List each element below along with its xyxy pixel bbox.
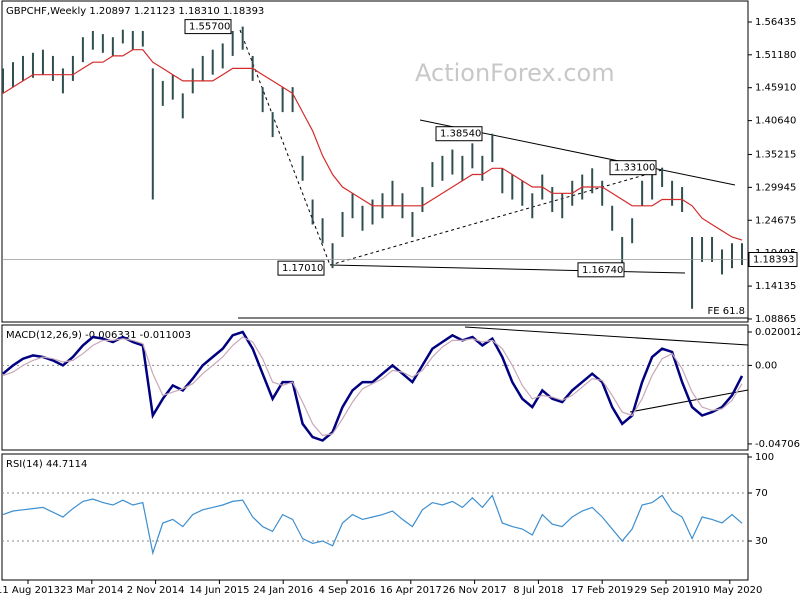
y-tick-label: 1.08865: [755, 314, 796, 325]
y-tick-label: 1.40640: [755, 116, 796, 127]
panel-title: RSI(14) 44.7114: [6, 459, 87, 470]
annotation-box: [184, 19, 232, 35]
panel-title: GBPCHF,Weekly 1.20897 1.21123 1.18310 1.…: [6, 6, 264, 17]
y-tick-label: 30: [755, 536, 768, 547]
series-line: [2, 330, 744, 442]
annotation-label: 1.16740: [582, 265, 623, 276]
x-tick-label: 14 Jun 2015: [189, 585, 249, 596]
trend-line: [329, 264, 686, 274]
panel-title: MACD(12,26,9) -0.006331 -0.011003: [6, 330, 191, 341]
series-line: [2, 336, 743, 437]
annotation-label: 1.38540: [440, 129, 481, 140]
x-tick-label: 29 Sep 2019: [634, 585, 697, 596]
y-tick-label: 1.56435: [755, 17, 796, 28]
x-tick-label: 4 Sep 2016: [318, 585, 375, 596]
annotation-box: [609, 160, 657, 176]
series-line: [2, 49, 743, 241]
panel-frame: [1, 0, 749, 323]
last-price-label: 1.18393: [753, 254, 794, 265]
fe-label: FE 61.8: [707, 306, 745, 317]
x-tick-label: 11 Aug 2013: [0, 585, 60, 596]
y-tick-label: 1.35215: [755, 149, 796, 160]
annotation-box: [577, 262, 625, 278]
panel-frame: [1, 324, 749, 451]
annotation-box: [435, 126, 483, 142]
y-tick-label: -0.047066: [755, 439, 800, 450]
y-tick-label: 0.00: [755, 360, 777, 371]
watermark: ActionForex.com: [415, 59, 615, 87]
y-tick-label: 1.51180: [755, 50, 796, 61]
x-tick-label: 8 Jul 2018: [513, 585, 563, 596]
y-tick-label: 1.29945: [755, 182, 796, 193]
annotation-label: 1.17010: [282, 263, 323, 274]
series-line: [2, 494, 743, 556]
y-tick-label: 1.24675: [755, 215, 796, 226]
macd-trend: [464, 326, 749, 346]
panel-frame: [1, 453, 749, 581]
x-tick-label: 16 Apr 2017: [380, 585, 442, 596]
x-tick-label: 17 Feb 2019: [571, 585, 633, 596]
annotation-box: [277, 260, 325, 276]
last-price-box: [748, 251, 798, 267]
x-tick-label: 26 Nov 2017: [443, 585, 507, 596]
x-tick-label: 24 Jan 2016: [253, 585, 313, 596]
y-tick-label: 1.45910: [755, 83, 796, 94]
trend-lines: [238, 29, 749, 413]
annotation-label: 1.33100: [614, 163, 655, 174]
annotation-label: 1.55700: [189, 22, 230, 33]
y-tick-label: 0.020012: [755, 327, 800, 338]
y-tick-label: 100: [755, 452, 774, 463]
y-tick-label: 1.14135: [755, 281, 796, 292]
y-tick-label: 70: [755, 488, 768, 499]
x-tick-label: 23 Mar 2014: [60, 585, 123, 596]
x-tick-label: 10 May 2020: [697, 585, 762, 596]
x-tick-label: 2 Nov 2014: [127, 585, 185, 596]
